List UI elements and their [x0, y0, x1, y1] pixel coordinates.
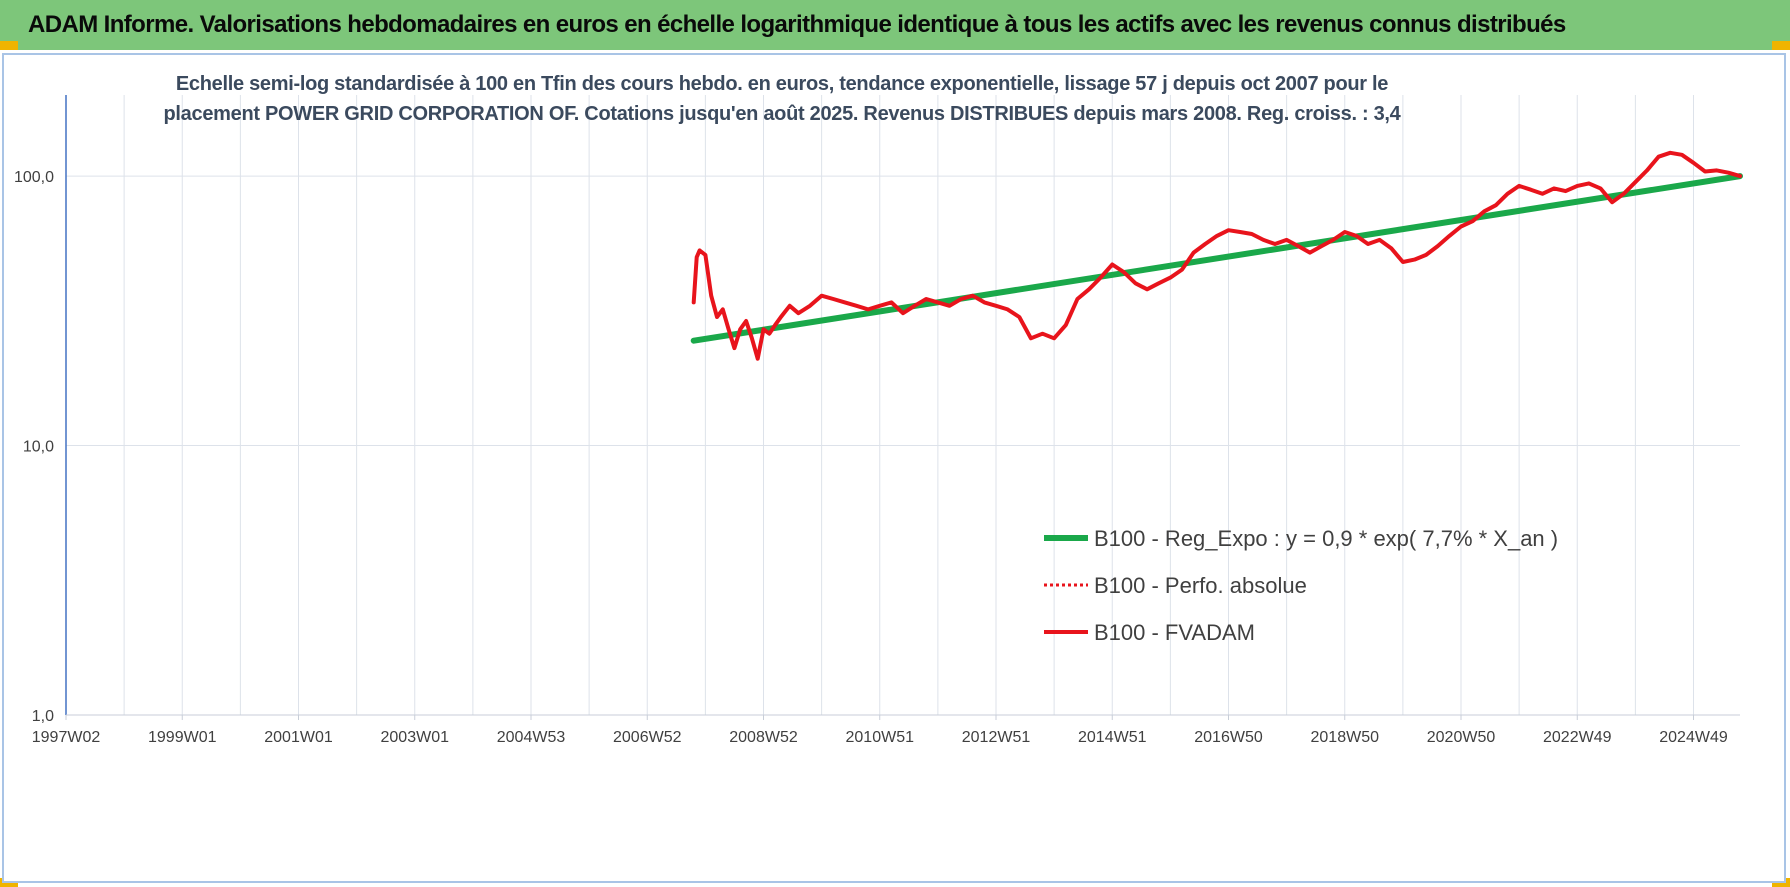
- chart-subtitle-line-1: Echelle semi-log standardisée à 100 en T…: [176, 73, 1388, 95]
- x-tick-label: 2006W52: [613, 729, 682, 746]
- corner-accent-left: [0, 41, 18, 50]
- legend-label: B100 - Reg_Expo : y = 0,9 * exp( 7,7% * …: [1094, 526, 1558, 551]
- x-tick-label: 2020W50: [1427, 729, 1496, 746]
- y-tick-label: 100,0: [14, 169, 54, 186]
- series-layer: [690, 150, 1743, 361]
- legend-label: B100 - FVADAM: [1094, 620, 1255, 645]
- x-tick-label: 2004W53: [497, 729, 566, 746]
- x-tick-label: 2001W01: [264, 729, 333, 746]
- series-line-fvadam: [691, 150, 1742, 361]
- chart-subtitle-line-2: placement POWER GRID CORPORATION OF. Cot…: [164, 103, 1402, 125]
- x-tick-label: 2022W49: [1543, 729, 1612, 746]
- series-line-regression: [690, 173, 1743, 344]
- grid-layer: [65, 95, 1740, 716]
- y-tick-label: 10,0: [23, 439, 54, 456]
- x-tick-label: 1999W01: [148, 729, 217, 746]
- chart: 100,0 10,0 1,0 1997W02 1999W01 2001W01 2003W01…: [14, 73, 1743, 746]
- report-banner: ADAM Informe. Valorisations hebdomadaire…: [0, 0, 1790, 50]
- legend: B100 - Reg_Expo : y = 0,9 * exp( 7,7% * …: [1044, 526, 1558, 645]
- x-tick-label: 2018W50: [1311, 729, 1380, 746]
- x-tick-label: 2008W52: [729, 729, 798, 746]
- report-title: ADAM Informe. Valorisations hebdomadaire…: [28, 11, 1566, 38]
- chart-frame: 100,0 10,0 1,0 1997W02 1999W01 2001W01 2003W01…: [2, 53, 1786, 883]
- y-tick-label: 1,0: [32, 708, 54, 725]
- x-tick-label: 2024W49: [1659, 729, 1728, 746]
- x-tick-label: 1997W02: [32, 729, 101, 746]
- x-tick-label: 2012W51: [962, 729, 1031, 746]
- x-tick-label: 2016W50: [1194, 729, 1263, 746]
- chart-subtitle: Echelle semi-log standardisée à 100 en T…: [164, 73, 1402, 125]
- x-tick-label: 2010W51: [846, 729, 915, 746]
- axis-layer: 100,0 10,0 1,0 1997W02 1999W01 2001W01 2003W01…: [14, 95, 1740, 746]
- x-tick-label: 2003W01: [381, 729, 450, 746]
- corner-accent-right: [1772, 41, 1790, 50]
- x-tick-label: 2014W51: [1078, 729, 1147, 746]
- legend-label: B100 - Perfo. absolue: [1094, 573, 1307, 598]
